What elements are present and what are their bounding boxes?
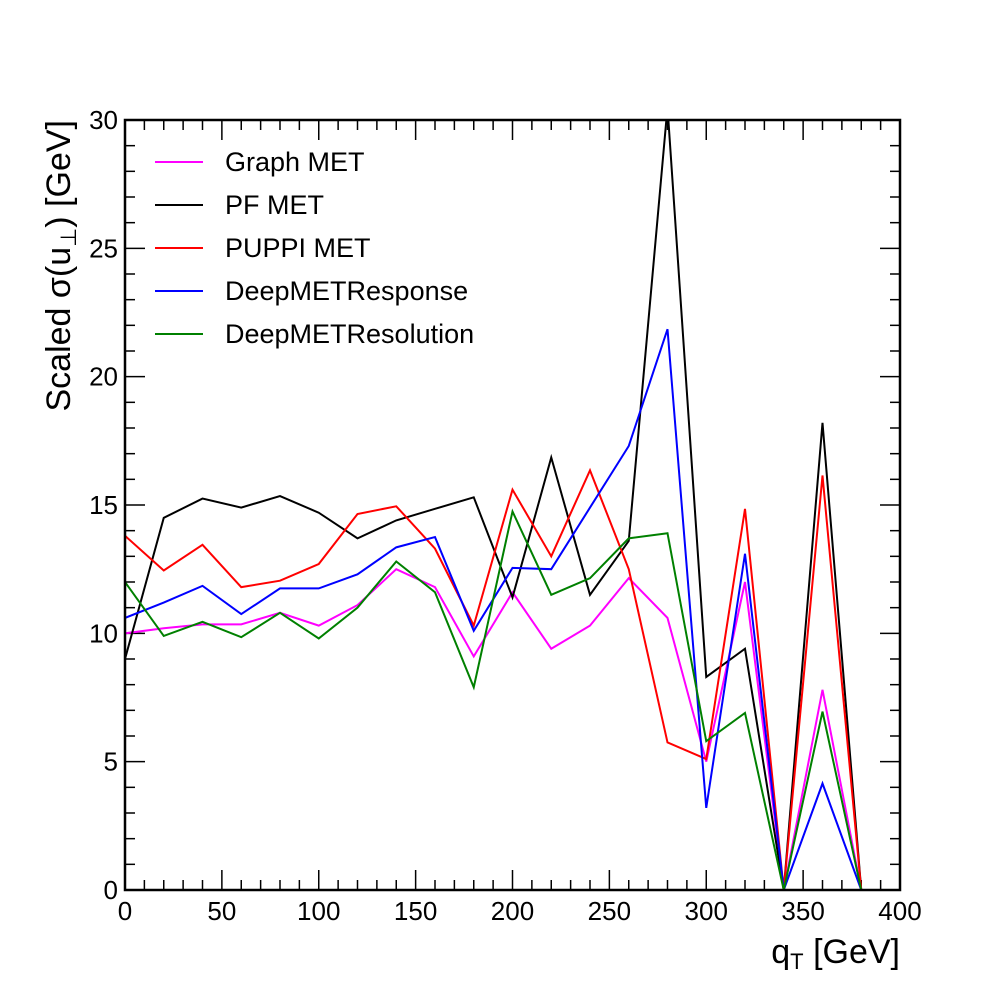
legend-label: PUPPI MET [225, 233, 371, 263]
x-tick-label: 50 [207, 896, 236, 926]
y-tick-label: 5 [104, 747, 118, 777]
series-line-puppi-met [125, 467, 863, 890]
legend-label: DeepMETResolution [225, 319, 474, 349]
x-tick-label: 300 [685, 896, 728, 926]
x-tick-label: 200 [491, 896, 534, 926]
y-tick-label: 0 [104, 875, 118, 905]
x-tick-label: 100 [297, 896, 340, 926]
x-axis-title: qT [GeV] [771, 933, 900, 974]
x-tick-label: 400 [878, 896, 921, 926]
series-line-pf-met [125, 120, 863, 890]
legend: Graph MET PF MET PUPPI MET DeepMETResponse D… [155, 147, 474, 349]
plot-frame [123, 118, 902, 892]
y-tick-label: 15 [89, 490, 118, 520]
x-tick-label: 350 [781, 896, 824, 926]
series-lines [125, 120, 863, 890]
y-tick-label: 20 [89, 362, 118, 392]
x-tick-label: 250 [588, 896, 631, 926]
y-tick-label: 25 [89, 233, 118, 263]
series-line-graph-met [125, 567, 863, 890]
x-tick-label: 0 [118, 896, 132, 926]
series-line-deepmetresolution [125, 508, 863, 890]
y-axis-title: Scaled σ(u⊥) [GeV] [40, 120, 81, 412]
legend-label: Graph MET [225, 147, 365, 177]
y-tick-label: 30 [89, 105, 118, 135]
legend-label: DeepMETResponse [225, 276, 468, 306]
series-line-deepmetresponse [125, 328, 863, 890]
legend-label: PF MET [225, 190, 324, 220]
y-tick-label: 10 [89, 618, 118, 648]
x-tick-label: 150 [394, 896, 437, 926]
tick-labels: 0 50 100 150 200 250 300 350 400 0 5 10 15 20 25 30 [89, 105, 922, 926]
